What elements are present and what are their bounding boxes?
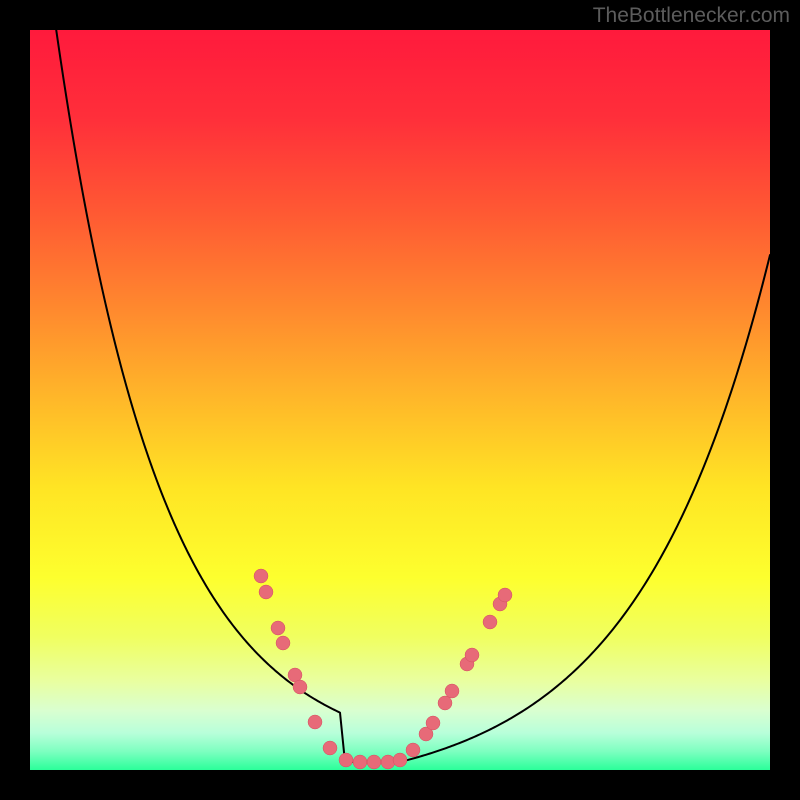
data-point [445,684,459,698]
data-point [367,755,381,769]
data-point [339,753,353,767]
data-point [259,585,273,599]
data-point [308,715,322,729]
plot-area [30,0,770,770]
watermark-text: TheBottlenecker.com [593,4,790,28]
data-point [393,753,407,767]
data-point [381,755,395,769]
data-point [426,716,440,730]
data-point [498,588,512,602]
gradient-bg [30,30,770,770]
data-point [406,743,420,757]
data-point [293,680,307,694]
data-point [276,636,290,650]
data-point [271,621,285,635]
data-point [254,569,268,583]
data-point [323,741,337,755]
data-point [465,648,479,662]
data-point [483,615,497,629]
data-point [438,696,452,710]
data-point [353,755,367,769]
bottleneck-chart [0,0,800,800]
